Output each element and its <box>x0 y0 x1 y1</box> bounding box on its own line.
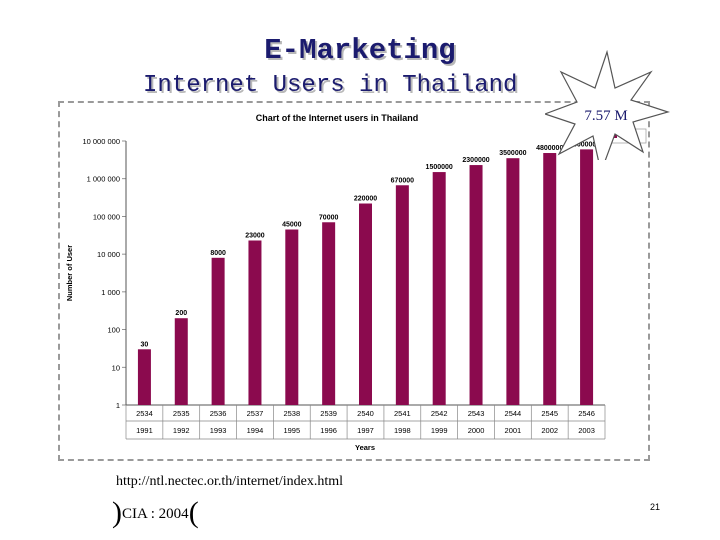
x-tick-label-thai: 2541 <box>394 409 411 418</box>
data-label: 30 <box>141 341 149 348</box>
data-label: 45000 <box>282 222 302 229</box>
x-tick-label: 1993 <box>210 426 227 435</box>
slide-title: E-Marketing <box>264 34 456 67</box>
x-tick-label: 1999 <box>431 426 448 435</box>
bar <box>395 185 409 405</box>
x-tick-label-thai: 2540 <box>357 409 374 418</box>
data-label: 8000 <box>210 250 226 257</box>
page-number: 21 <box>650 502 661 512</box>
x-tick-label: 1995 <box>283 426 300 435</box>
data-label: 220000 <box>354 196 377 203</box>
bar <box>211 257 225 405</box>
data-label: 70000 <box>319 214 339 221</box>
y-tick-label: 1 000 000 <box>87 175 120 184</box>
x-tick-label-thai: 2535 <box>173 409 190 418</box>
data-label: 2300000 <box>462 157 489 164</box>
paren-close: ( <box>188 496 199 529</box>
x-tick-label: 1998 <box>394 426 411 435</box>
y-tick-label: 1 <box>116 401 120 410</box>
bar <box>359 203 372 405</box>
bar <box>506 158 520 405</box>
x-tick-label-thai: 2539 <box>320 409 337 418</box>
x-tick-label-thai: 2545 <box>541 409 558 418</box>
x-tick-label: 1991 <box>136 426 153 435</box>
x-tick-label: 2002 <box>541 426 558 435</box>
data-label: 4800000 <box>536 145 563 152</box>
internet-users-chart: Chart of the Internet users in Thailand 1… <box>65 113 647 452</box>
bar <box>543 153 557 405</box>
callout-burst: 7.57 M <box>545 50 670 160</box>
bar <box>432 172 446 405</box>
bar <box>322 222 336 405</box>
x-tick-label: 1996 <box>320 426 337 435</box>
data-label: 3500000 <box>499 150 526 157</box>
citation: )CIA : 2004( <box>112 496 199 530</box>
burst-shape <box>545 50 670 160</box>
x-tick-label-thai: 2538 <box>283 409 300 418</box>
data-label: 200 <box>175 310 187 317</box>
x-tick-label-thai: 2536 <box>210 409 227 418</box>
y-tick-label: 100 000 <box>93 212 120 221</box>
x-tick-label-thai: 2537 <box>247 409 264 418</box>
x-tick-label-thai: 2542 <box>431 409 448 418</box>
data-label: 6000000 <box>573 141 600 148</box>
callout-text: 7.57 M <box>584 108 627 124</box>
bar <box>469 165 483 405</box>
bar <box>285 229 299 405</box>
x-axis-label: Years <box>355 443 375 452</box>
y-tick-label: 10 000 000 <box>82 137 120 146</box>
slide-subtitle: Internet Users in Thailand <box>143 72 518 99</box>
y-axis-label: Number of User <box>65 245 74 301</box>
x-tick-label-thai: 2543 <box>468 409 485 418</box>
bar <box>580 149 594 405</box>
source-url[interactable]: http://ntl.nectec.or.th/internet/index.h… <box>116 474 344 489</box>
x-tick-label: 2001 <box>505 426 522 435</box>
x-tick-label: 2000 <box>468 426 485 435</box>
bar <box>137 349 151 405</box>
data-label: 670000 <box>391 177 414 184</box>
x-tick-label-thai: 2546 <box>578 409 595 418</box>
chart-title: Chart of the Internet users in Thailand <box>256 113 419 123</box>
citation-text: CIA : 2004 <box>122 506 189 522</box>
y-tick-label: 10 000 <box>97 250 120 259</box>
bar <box>174 318 188 405</box>
y-tick-label: 1 000 <box>101 288 120 297</box>
paren-open: ) <box>112 496 122 529</box>
x-tick-label: 2003 <box>578 426 595 435</box>
y-tick-label: 100 <box>107 326 120 335</box>
x-tick-label: 1992 <box>173 426 190 435</box>
data-label: 1500000 <box>426 164 453 171</box>
bar <box>248 240 262 405</box>
y-tick-label: 10 <box>112 363 120 372</box>
data-label: 23000 <box>245 233 265 240</box>
x-tick-label-thai: 2544 <box>505 409 522 418</box>
x-tick-label: 1994 <box>247 426 264 435</box>
x-tick-label-thai: 2534 <box>136 409 153 418</box>
x-tick-label: 1997 <box>357 426 374 435</box>
